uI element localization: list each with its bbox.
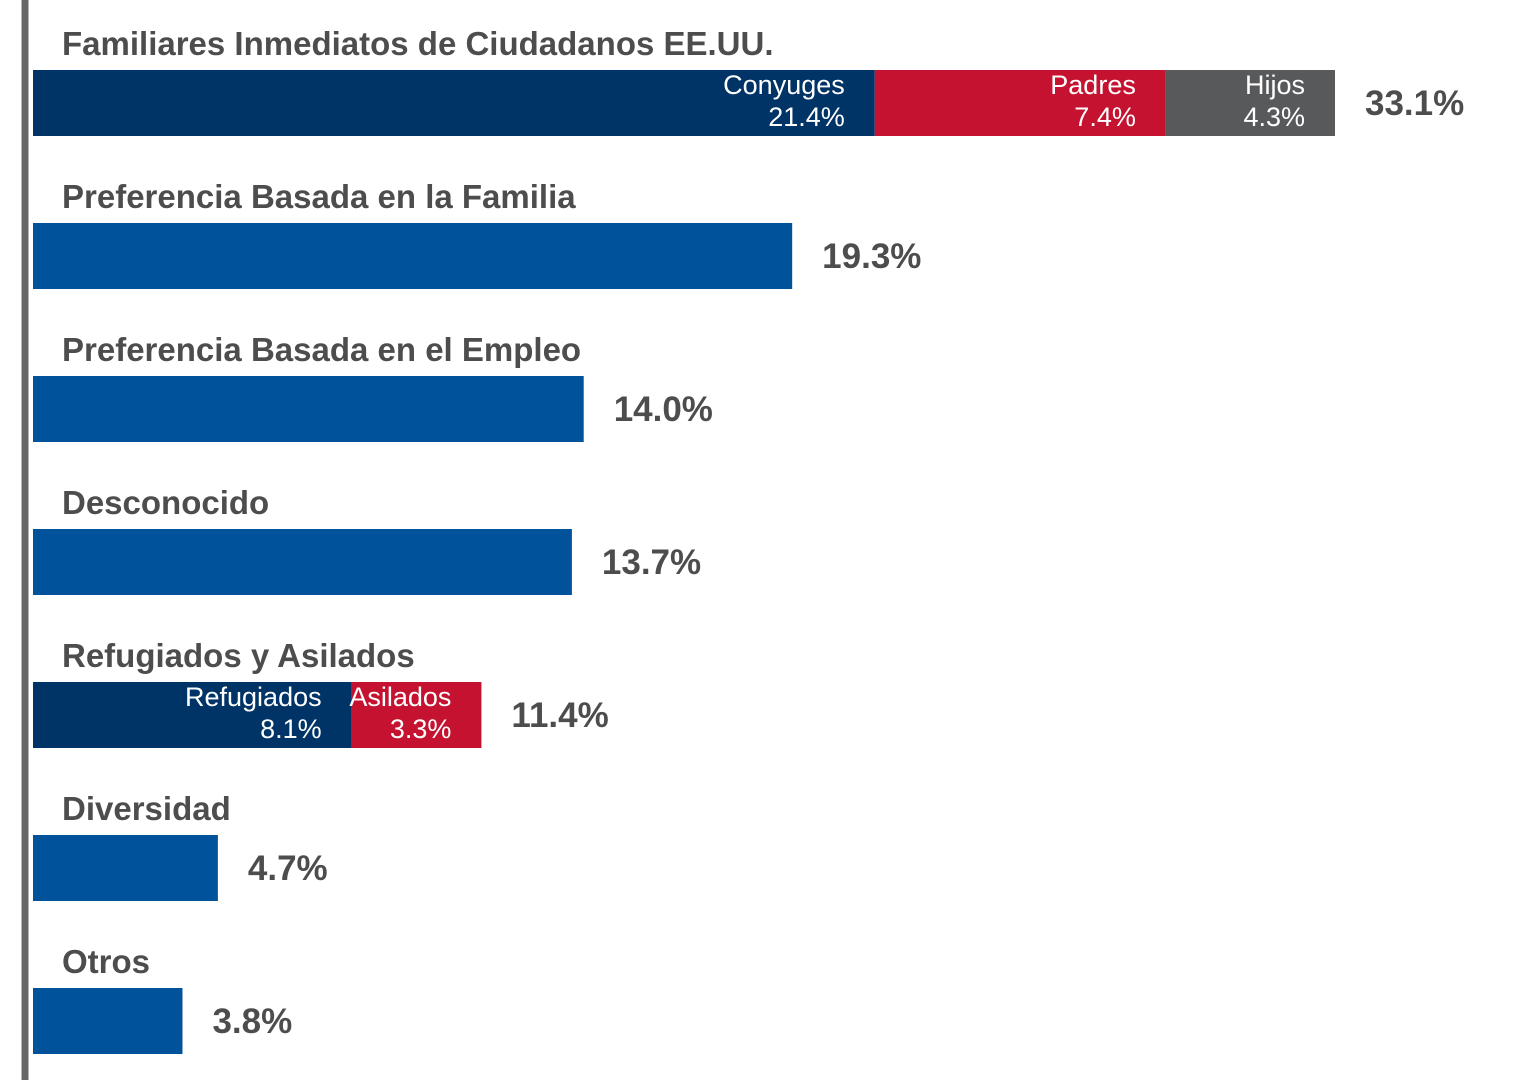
total-value-label: 3.8% (212, 1002, 292, 1041)
bar-segment-refugiados (33, 682, 352, 748)
category-label: Desconocido (62, 484, 269, 521)
total-value-label: 19.3% (822, 237, 921, 276)
total-value-label: 14.0% (614, 390, 713, 429)
category-label: Refugiados y Asilados (62, 637, 415, 674)
segment-name-label: Conyuges (723, 70, 845, 100)
category-label: Otros (62, 943, 150, 980)
bar-segment-conyuges (33, 70, 875, 136)
segment-value-label: 3.3% (390, 714, 452, 744)
segment-name-label: Asilados (349, 682, 451, 712)
bar (33, 835, 218, 901)
segment-name-label: Padres (1050, 70, 1136, 100)
category-label: Familiares Inmediatos de Ciudadanos EE.U… (62, 25, 774, 62)
total-value-label: 11.4% (511, 696, 608, 735)
segment-value-label: 21.4% (768, 102, 845, 132)
bar (33, 988, 183, 1054)
total-value-label: 4.7% (248, 849, 328, 888)
bar-segment-hijos (1165, 70, 1335, 136)
category-label: Diversidad (62, 790, 231, 827)
total-value-label: 33.1% (1365, 84, 1464, 123)
bar (33, 376, 584, 442)
segment-name-label: Refugiados (185, 682, 322, 712)
bar-segment-padres (874, 70, 1166, 136)
bar-segment-asilados (351, 682, 482, 748)
category-label: Preferencia Basada en la Familia (62, 178, 576, 215)
segment-value-label: 8.1% (260, 714, 322, 744)
segment-name-label: Hijos (1245, 70, 1305, 100)
bar (33, 529, 572, 595)
segment-value-label: 4.3% (1243, 102, 1305, 132)
total-value-label: 13.7% (602, 543, 701, 582)
segment-value-label: 7.4% (1074, 102, 1136, 132)
bars-group: Familiares Inmediatos de Ciudadanos EE.U… (33, 25, 1464, 1054)
category-label: Preferencia Basada en el Empleo (62, 331, 581, 368)
bar (33, 223, 793, 289)
